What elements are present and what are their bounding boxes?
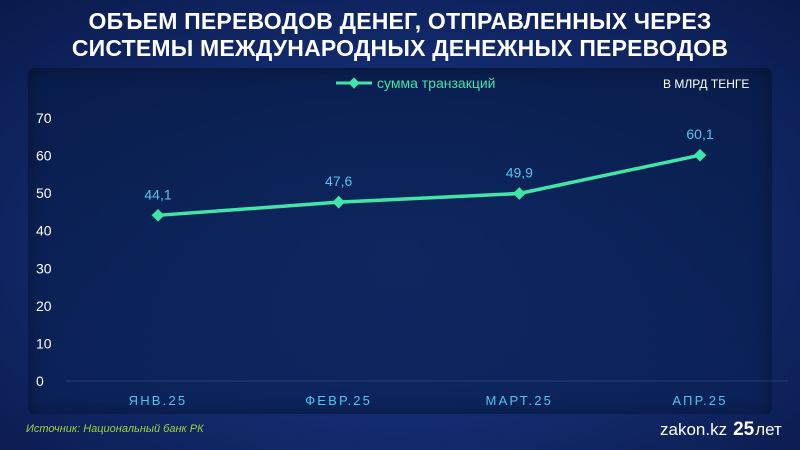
y-tick-label: 30 — [36, 260, 52, 276]
brand-logo: zakon.kz 25 лет — [660, 418, 782, 442]
source-note: Источник: Национальный банк РК — [26, 423, 204, 435]
x-tick-label: МАРТ.25 — [486, 393, 554, 408]
series-group: 44,1 47,6 49,9 60,1 — [144, 126, 714, 222]
y-tick-label: 60 — [36, 148, 52, 164]
y-tick-label: 70 — [36, 110, 52, 126]
y-tick-label: 50 — [36, 185, 52, 201]
data-point-marker — [693, 148, 707, 162]
y-tick-label: 10 — [36, 335, 52, 351]
legend-marker-swatch — [348, 77, 360, 89]
chart-panel — [28, 68, 772, 414]
legend-label: сумма транзакций — [377, 75, 495, 91]
legend: сумма транзакций — [336, 75, 495, 91]
brand-site: zakon.kz — [660, 420, 728, 439]
x-tick-label: ФЕВР.25 — [305, 393, 372, 408]
x-tick-label: АПР.25 — [672, 393, 727, 408]
chart-title: ОБЪЕМ ПЕРЕВОДОВ ДЕНЕГ, ОТПРАВЛЕННЫХ ЧЕРЕ… — [0, 8, 800, 62]
data-label: 44,1 — [144, 186, 171, 202]
data-point-marker — [332, 195, 346, 209]
y-tick-label: 40 — [36, 223, 52, 239]
brand-number: 25 — [733, 419, 755, 440]
data-point-marker — [512, 187, 526, 200]
data-point-marker — [151, 208, 165, 222]
y-tick-label: 20 — [36, 298, 52, 314]
series-line — [156, 153, 702, 218]
title-line-2: СИСТЕМЫ МЕЖДУНАРОДНЫХ ДЕНЕЖНЫХ ПЕРЕВОДОВ — [71, 35, 729, 61]
y-tick-label: 0 — [36, 373, 44, 389]
data-label: 60,1 — [686, 126, 713, 142]
x-axis: ЯНВ.25 ФЕВР.25 МАРТ.25 АПР.25 — [129, 393, 727, 408]
unit-label: В МЛРД ТЕНГЕ — [663, 77, 749, 91]
y-axis: 0 10 20 30 40 50 60 70 — [36, 110, 52, 389]
brand-suffix: лет — [755, 420, 782, 439]
title-line-1: ОБЪЕМ ПЕРЕВОДОВ ДЕНЕГ, ОТПРАВЛЕННЫХ ЧЕРЕ… — [88, 8, 712, 34]
data-label: 49,9 — [506, 165, 533, 181]
x-tick-label: ЯНВ.25 — [129, 393, 188, 408]
data-label: 47,6 — [325, 173, 352, 189]
